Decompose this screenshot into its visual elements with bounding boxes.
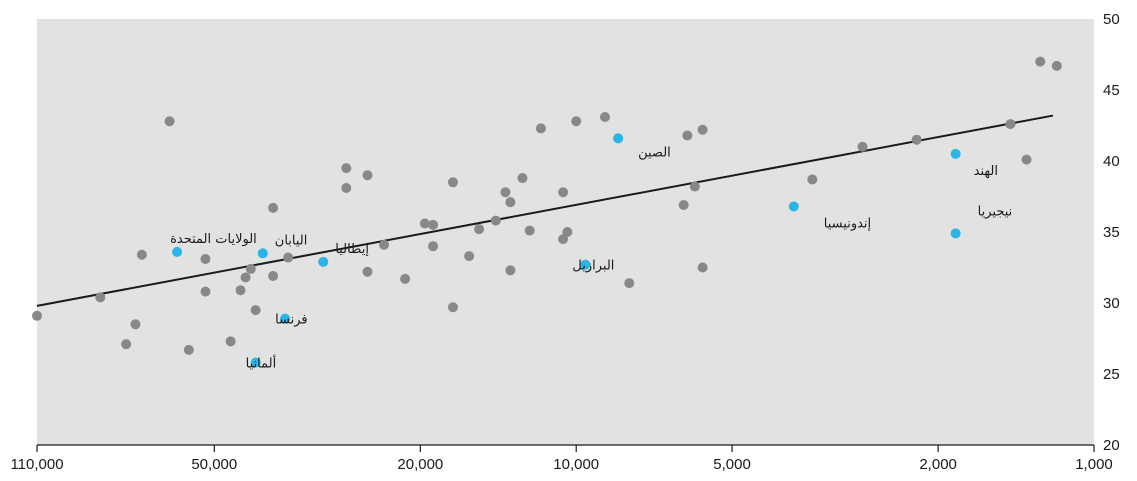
other-countries-layer: [32, 56, 1062, 355]
data-point: [505, 197, 516, 208]
highlighted-point: [950, 148, 961, 159]
data-point: [245, 263, 256, 274]
country-label: الصين: [638, 145, 671, 160]
country-label: الهند: [974, 164, 998, 179]
data-point: [517, 173, 528, 184]
data-point: [490, 215, 501, 226]
data-point: [225, 336, 236, 347]
data-point: [268, 202, 279, 213]
data-point: [500, 187, 511, 198]
data-point: [505, 265, 516, 276]
data-point: [341, 182, 352, 193]
data-point: [136, 249, 147, 260]
data-point: [250, 305, 261, 316]
highlighted-point: [580, 259, 591, 270]
x-tick-label: 50,000: [191, 456, 237, 473]
y-axis-ticks: 20 25 30 35 40 45 50: [1103, 11, 1120, 454]
data-point: [1035, 56, 1046, 67]
country-label: إندونيسيا: [824, 216, 871, 231]
country-label: اليابان: [275, 233, 308, 248]
data-point: [183, 344, 194, 355]
x-axis-ticks: 110,000 50,000 20,000 10,000 5,000 2,000 1,000: [10, 445, 1113, 473]
highlighted-point: [257, 248, 268, 259]
data-point: [535, 123, 546, 134]
country-label: إيطاليا: [335, 242, 369, 257]
data-point: [121, 339, 132, 350]
data-point: [268, 271, 279, 282]
x-tick-label: 20,000: [397, 456, 443, 473]
country-label: فرنسا: [275, 313, 308, 328]
data-point: [240, 272, 251, 283]
data-point: [362, 170, 373, 181]
data-point: [697, 262, 708, 273]
y-tick-label: 35: [1103, 224, 1120, 241]
data-point: [562, 227, 573, 237]
highlighted-point: [172, 246, 183, 257]
data-point: [200, 286, 211, 297]
data-point: [697, 124, 708, 135]
country-label: البرازيل: [572, 259, 614, 274]
y-tick-label: 40: [1103, 153, 1120, 170]
trend-layer: [36, 114, 1054, 307]
country-label: ألمانيا: [246, 355, 277, 372]
data-point: [400, 273, 411, 284]
country-label: الولايات المتحدة: [170, 232, 257, 247]
data-point: [624, 278, 635, 289]
trend-line: [36, 114, 1054, 307]
data-point: [464, 251, 475, 262]
country-labels-layer: الولايات المتحدة اليابان إيطاليا فرنسا ألمان…: [170, 145, 1012, 371]
highlighted-point: [613, 133, 624, 144]
data-point: [1021, 154, 1032, 165]
country-label: نيجيريا: [978, 204, 1013, 219]
data-point: [362, 266, 373, 277]
highlighted-point: [788, 201, 799, 212]
x-tick-label: 5,000: [713, 456, 751, 473]
data-point: [200, 253, 211, 264]
x-tick-label: 10,000: [553, 456, 599, 473]
data-point: [682, 130, 693, 141]
data-point: [911, 134, 922, 145]
data-point: [474, 224, 485, 235]
y-tick-label: 45: [1103, 82, 1120, 99]
data-point: [341, 163, 352, 174]
highlighted-countries-layer: [172, 133, 961, 368]
data-point: [807, 174, 818, 185]
data-point: [571, 116, 582, 127]
data-point: [283, 252, 294, 263]
y-tick-label: 20: [1103, 437, 1120, 454]
data-point: [419, 218, 430, 229]
data-point: [235, 285, 246, 296]
data-point: [164, 116, 175, 127]
data-point: [1005, 119, 1016, 130]
data-point: [678, 200, 689, 211]
data-point: [379, 239, 390, 250]
x-tick-label: 1,000: [1075, 456, 1113, 473]
highlighted-point: [950, 228, 961, 239]
data-point: [428, 241, 439, 252]
data-point: [857, 141, 868, 152]
data-point: [524, 225, 535, 236]
data-point: [447, 302, 458, 313]
data-point: [447, 177, 458, 188]
data-point: [95, 292, 106, 303]
y-tick-label: 50: [1103, 11, 1120, 28]
x-tick-label: 2,000: [919, 456, 957, 473]
data-point: [689, 181, 700, 192]
data-point: [428, 219, 439, 230]
data-point: [558, 187, 569, 198]
data-point: [1051, 60, 1062, 71]
highlighted-point: [280, 313, 291, 324]
data-point: [599, 111, 610, 122]
data-point: [130, 319, 141, 330]
highlighted-point: [250, 357, 261, 368]
highlighted-point: [318, 256, 329, 267]
y-tick-label: 30: [1103, 295, 1120, 312]
y-tick-label: 25: [1103, 366, 1120, 383]
data-point: [32, 310, 42, 321]
x-tick-label: 110,000: [10, 456, 63, 473]
